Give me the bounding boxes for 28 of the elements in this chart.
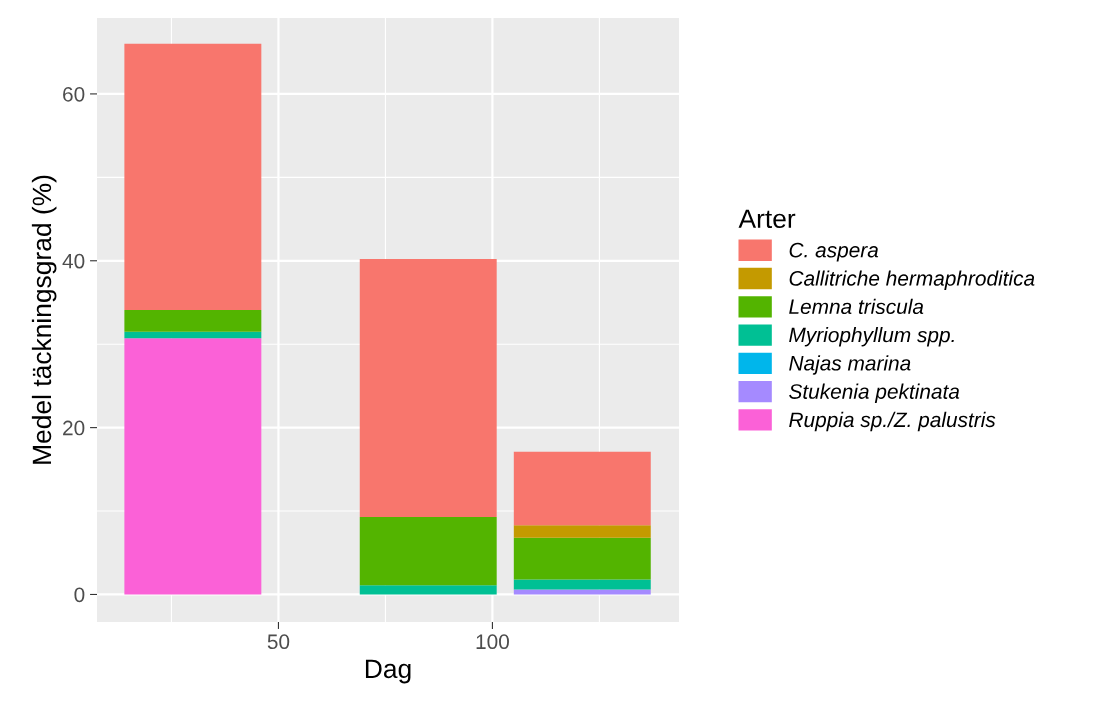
bar	[124, 338, 262, 595]
y-tick-label: 60	[63, 86, 85, 102]
bar	[513, 589, 651, 595]
bar	[513, 537, 651, 580]
bar	[513, 579, 651, 590]
legend-label: Ruppia sp./Z. palustris	[789, 411, 996, 432]
bar	[359, 259, 497, 517]
legend-title: Arter	[738, 209, 796, 229]
bar	[359, 585, 497, 595]
x-tick-label: 50	[267, 634, 290, 650]
legend-label: Callitriche hermaphroditica	[789, 270, 1035, 290]
bar	[513, 451, 651, 526]
y-tick-label: 0	[74, 587, 85, 603]
bar	[124, 331, 262, 339]
y-axis-title: Medel täckningsgrad (%)	[31, 175, 57, 464]
bar	[513, 525, 651, 538]
legend-label: Myriophyllum spp.	[789, 327, 954, 347]
y-tick-label: 40	[62, 253, 85, 269]
x-tick-label: 100	[476, 634, 509, 650]
legend-label: C. aspera	[789, 242, 879, 262]
bar	[124, 309, 262, 332]
y-tick-label: 20	[63, 420, 85, 436]
x-axis-title: Dag	[365, 659, 411, 684]
legend-label: Stukenia pektinata	[789, 383, 960, 403]
bar	[359, 516, 497, 586]
bar	[124, 43, 262, 310]
legend-label: Lemna triscula	[789, 298, 924, 315]
legend-label: Najas marina	[789, 355, 911, 375]
